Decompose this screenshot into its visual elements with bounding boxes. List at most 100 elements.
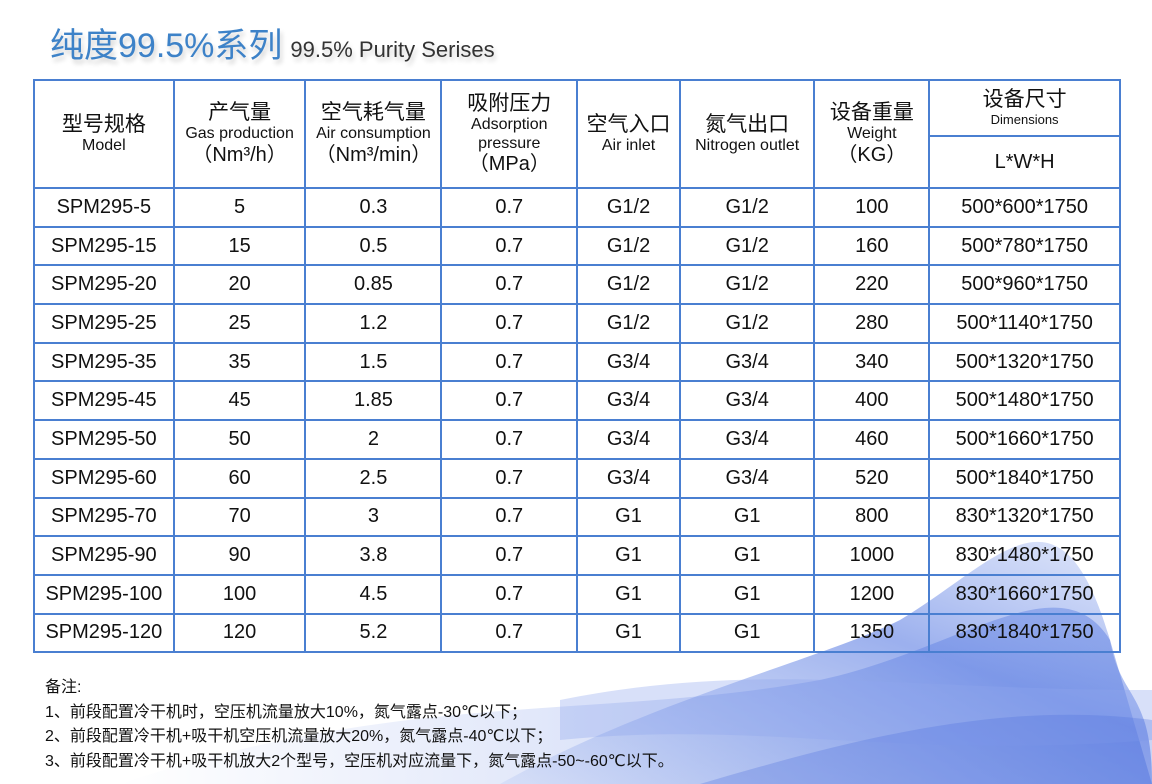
table-cell: 500*780*1750 (928, 225, 1121, 267)
table-cell: G1/2 (678, 225, 816, 267)
table-cell: 340 (813, 341, 931, 383)
table-cell: SPM295-5 (33, 187, 175, 228)
table-cell: 25 (172, 303, 307, 344)
table-cell: G1 (678, 535, 816, 576)
table-row: SPM295-70 70 3 0.7 G1 G1 800 830*1320*1750 (33, 496, 1121, 538)
table-cell: 280 (813, 303, 931, 344)
header-dimensions: 设备尺寸 Dimensions (928, 79, 1121, 137)
table-cell: SPM295-25 (33, 303, 175, 344)
table-cell: SPM295-60 (33, 457, 175, 499)
table-cell: G1 (576, 496, 681, 538)
table-cell: G3/4 (576, 457, 681, 499)
table-cell: G3/4 (576, 380, 681, 422)
table-cell: SPM295-20 (33, 264, 175, 306)
table-cell: 0.5 (304, 225, 443, 267)
table-cell: 0.7 (440, 535, 579, 576)
title-english: 99.5% Purity Serises (290, 37, 495, 62)
table-cell: G1 (678, 496, 816, 538)
table-cell: G3/4 (678, 457, 816, 499)
header-air-inlet: 空气入口 Air inlet (576, 79, 681, 189)
table-row: SPM295-100 100 4.5 0.7 G1 G1 1200 830*1660*1750 (33, 573, 1121, 615)
header-nitrogen-outlet: 氮气出口 Nitrogen outlet (678, 79, 816, 189)
table-cell: SPM295-120 (33, 612, 175, 654)
table-cell: 0.7 (440, 225, 579, 267)
table-cell: 1.2 (304, 303, 443, 344)
table-cell: SPM295-15 (33, 225, 175, 267)
notes-heading: 备注: (45, 679, 82, 696)
table-cell: 0.7 (440, 419, 579, 460)
table-cell: 500*960*1750 (928, 264, 1121, 306)
table-cell: 0.85 (304, 264, 443, 306)
header-model: 型号规格 Model (33, 79, 175, 189)
note-item: 1、前段配置冷干机时，空压机流量放大10%，氮气露点-30℃以下； (45, 703, 528, 721)
table-cell: 0.7 (440, 380, 579, 422)
table-cell: 0.7 (440, 573, 579, 615)
table-cell: G1 (576, 573, 681, 615)
table-cell: 100 (813, 187, 931, 228)
table-cell: G1/2 (576, 187, 681, 228)
table-cell: 800 (813, 496, 931, 538)
table-cell: 1200 (813, 573, 931, 615)
table-cell: 0.7 (440, 496, 579, 538)
table-cell: G1/2 (678, 187, 816, 228)
note-item: 2、前段配置冷干机+吸干机空压机流量放大20%，氮气露点-40℃以下； (45, 728, 553, 745)
table-cell: 3 (304, 496, 443, 538)
table-cell: 120 (172, 612, 307, 654)
table-cell: 70 (172, 496, 307, 538)
table-cell: 0.7 (440, 264, 579, 306)
table-cell: 1.85 (304, 380, 443, 422)
table-cell: 830*1320*1750 (928, 496, 1121, 538)
table-cell: 5.2 (304, 612, 443, 654)
table-cell: G3/4 (678, 419, 816, 460)
table-row: SPM295-90 90 3.8 0.7 G1 G1 1000 830*1480*1750 (33, 535, 1121, 576)
table-row: SPM295-5 5 0.3 0.7 G1/2 G1/2 100 500*600*1750 (33, 187, 1121, 228)
table-cell: SPM295-45 (33, 380, 175, 422)
table-cell: 0.7 (440, 187, 579, 228)
table-cell: G1 (678, 573, 816, 615)
table-cell: 520 (813, 457, 931, 499)
table-row: SPM295-35 35 1.5 0.7 G3/4 G3/4 340 500*1320*175… (33, 341, 1121, 383)
table-cell: SPM295-100 (33, 573, 175, 615)
table-cell: 220 (813, 264, 931, 306)
table-cell: 500*600*1750 (928, 187, 1121, 228)
table-cell: 830*1660*1750 (928, 573, 1121, 615)
table-cell: 500*1140*1750 (928, 303, 1121, 344)
table-cell: 830*1480*1750 (928, 535, 1121, 576)
header-gas-production: 产气量 Gas production （Nm³/h） (172, 79, 307, 189)
header-dimensions-unit: L*W*H (928, 135, 1121, 189)
table-cell: 100 (172, 573, 307, 615)
table-cell: 15 (172, 225, 307, 267)
table-row: SPM295-45 45 1.85 0.7 G3/4 G3/4 400 500*1480*17… (33, 380, 1121, 422)
table-cell: 460 (813, 419, 931, 460)
table-cell: G1/2 (678, 264, 816, 306)
table-cell: G3/4 (576, 341, 681, 383)
table-cell: G1/2 (576, 303, 681, 344)
table-cell: 0.7 (440, 341, 579, 383)
table-cell: 2 (304, 419, 443, 460)
table-cell: G1/2 (678, 303, 816, 344)
table-row: SPM295-120 120 5.2 0.7 G1 G1 1350 830*1840*1750 (33, 612, 1121, 654)
table-cell: 500*1320*1750 (928, 341, 1121, 383)
table-cell: G3/4 (576, 419, 681, 460)
table-cell: 830*1840*1750 (928, 612, 1121, 654)
spec-table: 型号规格 Model 产气量 Gas production （Nm³/h） 空气耗气量… (33, 79, 1121, 654)
note-item: 3、前段配置冷干机+吸干机放大2个型号，空压机对应流量下，氮气露点-50~-60… (45, 752, 674, 770)
table-cell: G1/2 (576, 225, 681, 267)
table-cell: 2.5 (304, 457, 443, 499)
table-cell: 35 (172, 341, 307, 383)
table-cell: 1000 (813, 535, 931, 576)
table-cell: 50 (172, 419, 307, 460)
table-cell: 3.8 (304, 535, 443, 576)
table-row: SPM295-25 25 1.2 0.7 G1/2 G1/2 280 500*1140*175… (33, 303, 1121, 344)
table-cell: 500*1660*1750 (928, 419, 1121, 460)
table-cell: 60 (172, 457, 307, 499)
table-cell: G3/4 (678, 380, 816, 422)
table-cell: G1/2 (576, 264, 681, 306)
table-cell: 1350 (813, 612, 931, 654)
table-cell: 0.7 (440, 303, 579, 344)
header-adsorption-pressure: 吸附压力 Adsorption pressure （MPa） (440, 79, 579, 189)
table-cell: 20 (172, 264, 307, 306)
table-cell: 90 (172, 535, 307, 576)
table-cell: 400 (813, 380, 931, 422)
header-weight: 设备重量 Weight （KG） (813, 79, 931, 189)
